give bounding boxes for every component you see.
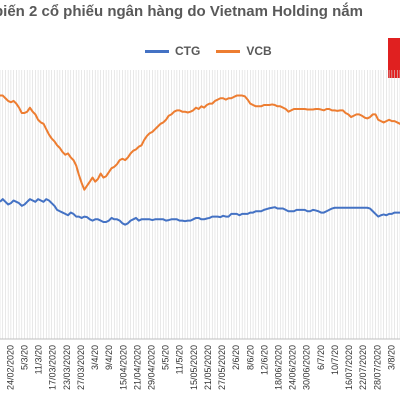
x-tick-label: 5/3/20 bbox=[19, 345, 29, 370]
x-tick-label: 3/4/20 bbox=[90, 345, 100, 370]
series-line-ctg bbox=[0, 198, 400, 226]
gridlines bbox=[0, 70, 400, 339]
series-line-vcb bbox=[0, 94, 400, 191]
x-tick-label: 30/06/2020 bbox=[302, 345, 312, 390]
legend: CTG VCB bbox=[145, 43, 288, 59]
x-tick-labels: 24/02/2020 5/3/20 11/3/20 17/03/2020 23/03/2… bbox=[5, 345, 396, 390]
x-tick-label: 27/03/2020 bbox=[76, 345, 86, 390]
x-tick-label: 2/6/20 bbox=[231, 345, 241, 370]
legend-swatch-vcb bbox=[216, 49, 241, 53]
x-tick-label: 12/6/20 bbox=[259, 345, 269, 375]
red-badge bbox=[388, 38, 400, 78]
x-tick-label: 27/05/2020 bbox=[217, 345, 227, 390]
x-tick-label: 17/03/2020 bbox=[48, 345, 58, 390]
x-tick-label: 22/07/2020 bbox=[358, 345, 368, 390]
x-tick-label: 11/3/20 bbox=[34, 345, 44, 374]
legend-item-ctg: CTG bbox=[145, 44, 200, 58]
x-tick-label: 29/04/2020 bbox=[146, 345, 156, 390]
legend-label-ctg: CTG bbox=[175, 44, 201, 58]
x-tick-label: 5/5/20 bbox=[161, 345, 171, 370]
x-tick-label: 6/7/20 bbox=[316, 345, 326, 370]
x-tick-label: 3/8/20 bbox=[386, 345, 396, 370]
x-tick-label: 11/5/20 bbox=[175, 345, 185, 374]
x-tick-label: 21/05/2020 bbox=[203, 345, 213, 390]
x-tick-label: 24/02/2020 bbox=[5, 345, 15, 390]
x-tick-label: 15/05/2020 bbox=[189, 345, 199, 390]
legend-label-vcb: VCB bbox=[246, 44, 272, 58]
x-tick-label: 23/03/2020 bbox=[62, 345, 72, 390]
x-tick-label: 16/07/2020 bbox=[344, 345, 354, 390]
series-lines bbox=[0, 94, 400, 226]
x-tick-label: 9/4/20 bbox=[104, 345, 114, 370]
x-tick-label: 8/6/20 bbox=[245, 345, 255, 370]
x-tick-label: 18/06/2020 bbox=[273, 345, 283, 390]
x-tick-label: 28/07/2020 bbox=[372, 345, 382, 390]
x-tick-label: 15/04/2020 bbox=[118, 345, 128, 390]
x-tick-label: 21/04/2020 bbox=[132, 345, 142, 390]
x-tick-label: 24/06/2020 bbox=[288, 345, 298, 390]
x-tick-label: 10/7/20 bbox=[330, 345, 340, 375]
legend-item-vcb: VCB bbox=[216, 44, 272, 58]
legend-swatch-ctg bbox=[145, 49, 169, 53]
chart-title: biến 2 cổ phiếu ngân hàng do Vietnam Hol… bbox=[0, 3, 363, 20]
